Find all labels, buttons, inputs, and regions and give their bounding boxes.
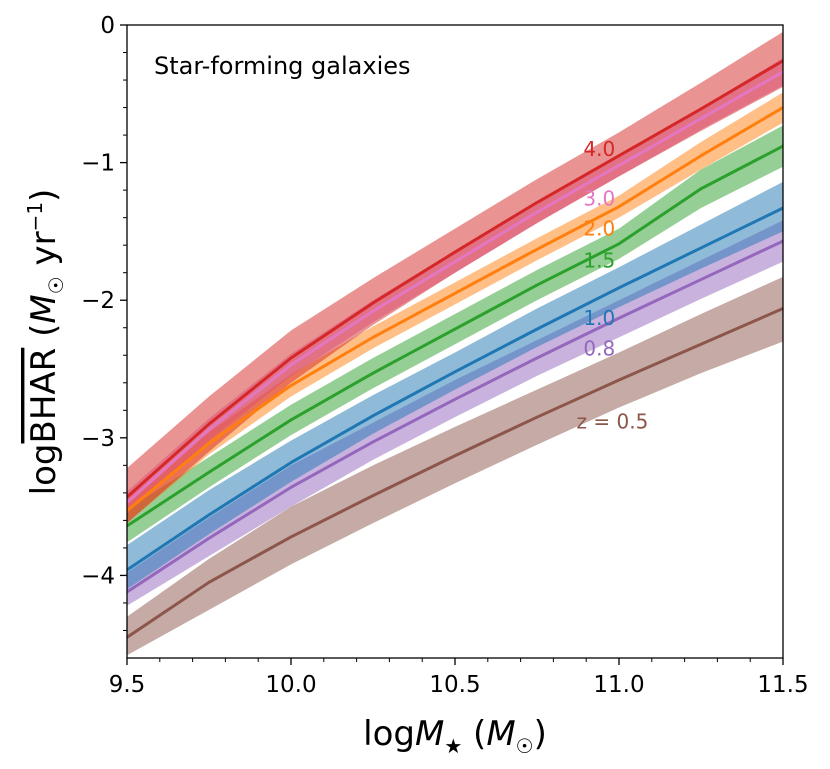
line-series-2 xyxy=(127,206,783,572)
series-label-2: 1.0 xyxy=(583,306,615,330)
plot-annotation: Star-forming galaxies xyxy=(154,52,411,80)
y-axis-title: logBHAR (M☉ yr−1) xyxy=(23,189,68,496)
line-series-3 xyxy=(127,144,783,528)
series-label-3: 1.5 xyxy=(583,248,615,272)
x-tick-label-0: 9.5 xyxy=(109,672,146,698)
line-series-1 xyxy=(127,239,783,594)
y-tick-label-3: −1 xyxy=(81,151,115,177)
plot-frame xyxy=(126,24,784,659)
line-series-0 xyxy=(127,307,783,639)
y-tick-label-1: −3 xyxy=(81,426,115,452)
x-tick-label-3: 11.0 xyxy=(593,672,644,698)
band-series-0 xyxy=(127,276,783,656)
x-tick-label-2: 10.5 xyxy=(429,672,480,698)
band-series-4 xyxy=(127,92,783,524)
band-series-3 xyxy=(127,125,783,543)
y-tick-label-0: −4 xyxy=(81,563,115,589)
y-tick-label-4: 0 xyxy=(100,13,115,39)
line-series-6 xyxy=(127,59,783,499)
series-label-5: 3.0 xyxy=(583,186,615,210)
y-tick-label-2: −2 xyxy=(81,288,115,314)
x-tick-label-1: 10.0 xyxy=(265,672,316,698)
line-series-4 xyxy=(127,106,783,512)
series-label-6: 4.0 xyxy=(583,137,615,161)
series-label-0: z = 0.5 xyxy=(577,409,649,433)
band-series-2 xyxy=(127,181,783,590)
x-axis-title: logM★ (M☉) xyxy=(363,714,547,758)
series-label-4: 2.0 xyxy=(583,217,615,241)
line-series-5 xyxy=(127,70,783,504)
x-tick-label-4: 11.5 xyxy=(757,672,808,698)
series-label-1: 0.8 xyxy=(583,336,615,360)
